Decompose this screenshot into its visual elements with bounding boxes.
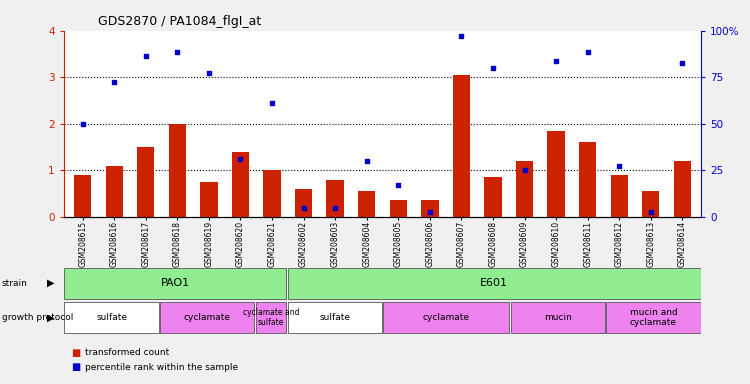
Point [614,163,626,169]
Point [550,58,562,64]
Point [582,49,594,55]
Bar [422,200,439,217]
Bar [548,131,565,217]
Text: transformed count: transformed count [85,348,169,357]
Point [108,79,120,85]
Text: sulfate: sulfate [96,313,127,322]
Bar [610,175,628,217]
Text: cyclamate and
sulfate: cyclamate and sulfate [243,308,299,328]
Bar [287,302,382,333]
Bar [263,170,280,217]
Text: ■: ■ [71,362,80,372]
Bar [64,268,286,299]
Bar [169,124,186,217]
Point [140,53,152,60]
Text: GDS2870 / PA1084_flgI_at: GDS2870 / PA1084_flgI_at [98,15,261,28]
Point [76,121,88,127]
Bar [137,147,154,217]
Bar [642,191,659,217]
Point [361,158,373,164]
Bar [232,152,249,217]
Point [171,49,183,55]
Bar [326,180,344,217]
Text: sulfate: sulfate [320,313,350,322]
Text: cyclamate: cyclamate [184,313,231,322]
Point [518,167,530,174]
Bar [511,302,605,333]
Point [455,33,467,40]
Text: mucin and
cyclamate: mucin and cyclamate [629,308,677,328]
Bar [295,189,312,217]
Text: E601: E601 [480,278,508,288]
Bar [453,75,470,217]
Bar [484,177,502,217]
Bar [200,182,217,217]
Point [424,209,436,215]
Text: ■: ■ [71,348,80,358]
Bar [606,302,700,333]
Point [487,65,499,71]
Text: strain: strain [2,279,27,288]
Point [676,60,688,66]
Point [235,156,247,162]
Point [329,205,341,211]
Bar [64,302,159,333]
Bar [674,161,691,217]
Point [266,100,278,106]
Point [298,205,310,211]
Text: growth protocol: growth protocol [2,313,73,322]
Bar [579,142,596,217]
Bar [160,302,254,333]
Bar [256,302,286,333]
Point [392,182,404,189]
Bar [383,302,509,333]
Text: mucin: mucin [544,313,572,322]
Bar [516,161,533,217]
Text: cyclamate: cyclamate [423,313,470,322]
Point [645,209,657,215]
Bar [74,175,92,217]
Text: PAO1: PAO1 [160,278,190,288]
Text: ▶: ▶ [47,313,55,323]
Text: ▶: ▶ [47,278,55,288]
Bar [106,166,123,217]
Point [203,70,215,76]
Bar [358,191,376,217]
Bar [389,200,407,217]
Text: percentile rank within the sample: percentile rank within the sample [85,363,238,372]
Bar [287,268,700,299]
